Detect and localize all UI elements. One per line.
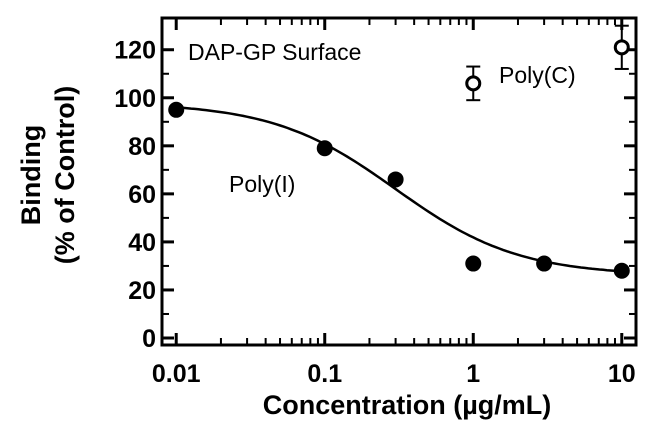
y-tick-label: 40 — [128, 229, 156, 257]
poly-i-point — [465, 255, 482, 272]
plot-frame — [160, 16, 638, 347]
axes: 0 20 40 60 80 100 120 0.01 0.1 1 10 — [114, 16, 638, 388]
y-tick-label: 80 — [128, 133, 156, 161]
poly-i-point — [168, 101, 185, 118]
annotation-surface: DAP-GP Surface — [188, 39, 361, 65]
x-tick-label: 0.1 — [307, 360, 342, 388]
x-tick-label: 10 — [608, 360, 636, 388]
y-tick-label: 60 — [128, 181, 156, 209]
poly-c-point — [465, 75, 482, 92]
y-axis-title-line1: Binding — [16, 125, 46, 225]
y-tick-label: 20 — [128, 277, 156, 305]
x-tick-label: 0.01 — [152, 360, 201, 388]
poly-c-point — [613, 39, 630, 56]
y-tick-label: 0 — [142, 325, 156, 353]
y-axis-title-line2: (% of Control) — [50, 86, 80, 264]
poly-i-point — [536, 255, 553, 272]
x-tick-label: 1 — [466, 360, 480, 388]
annotation-poly-i: Poly(I) — [229, 171, 295, 197]
poly-i-point — [613, 262, 630, 279]
poly-i-point — [387, 171, 404, 188]
poly-i-point — [316, 140, 333, 157]
annotation-poly-c: Poly(C) — [499, 62, 576, 88]
x-axis-title: Concentration (µg/mL) — [263, 390, 552, 420]
y-tick-label: 120 — [114, 37, 156, 65]
y-axis-title: Binding (% of Control) — [16, 86, 80, 264]
y-tick-label: 100 — [114, 85, 156, 113]
points-group — [168, 24, 630, 279]
